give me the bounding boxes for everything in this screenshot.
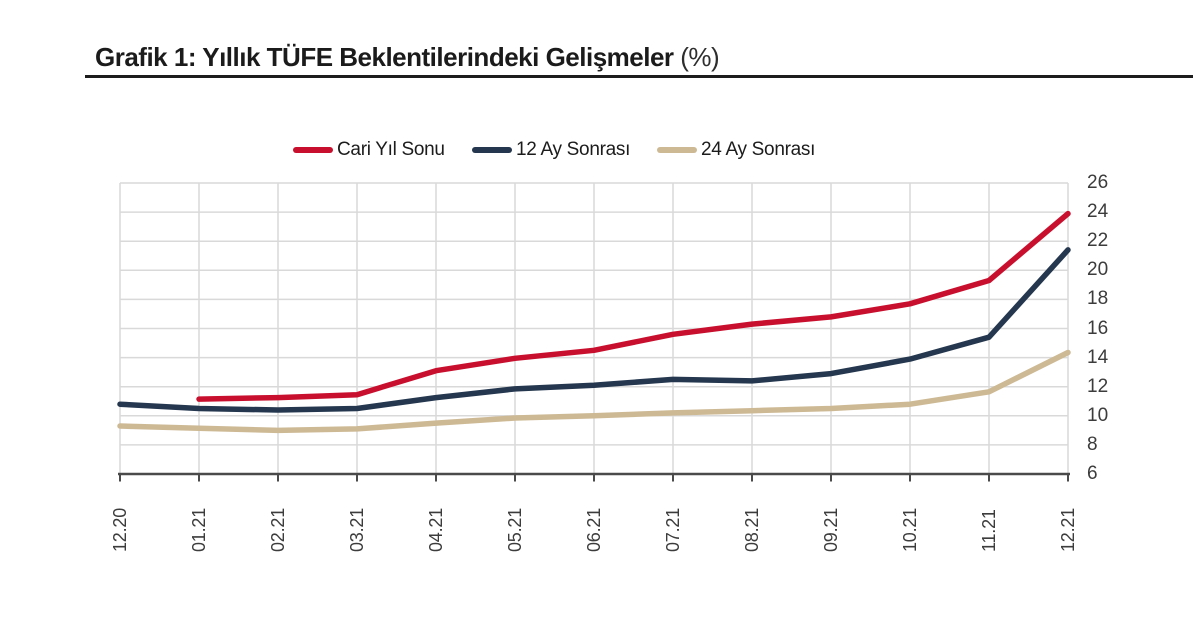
y-tick-label: 18 (1087, 288, 1109, 310)
y-tick-label: 20 (1087, 259, 1109, 281)
series-line-12-ay-sonras- (117, 247, 1071, 413)
y-tick-label: 22 (1087, 230, 1109, 252)
y-tick-label: 14 (1087, 346, 1109, 368)
x-tick-label: 08.21 (742, 507, 762, 552)
x-tick-label: 06.21 (584, 507, 604, 552)
x-tick-label: 04.21 (426, 507, 446, 552)
x-tick-label: 05.21 (505, 507, 525, 552)
x-tick-label: 11.21 (979, 509, 999, 552)
x-tick-label: 03.21 (347, 507, 367, 552)
legend-label: 12 Ay Sonrası (516, 139, 631, 160)
chart-title-suffix: (%) (673, 42, 720, 72)
x-tick-label: 09.21 (821, 507, 841, 552)
series-line-24-ay-sonras- (117, 349, 1071, 434)
y-tick-label: 16 (1087, 317, 1109, 339)
legend-label: 24 Ay Sonrası (701, 139, 816, 160)
y-tick-label: 6 (1087, 463, 1098, 484)
y-tick-label: 8 (1087, 433, 1098, 455)
legend-label: Cari Yıl Sonu (337, 139, 445, 160)
y-tick-label: 12 (1087, 375, 1109, 397)
x-tick-label: 07.21 (663, 507, 683, 552)
legend-swatch (472, 147, 512, 153)
series-line-cari-y-l-sonu (196, 210, 1071, 402)
y-tick-label: 26 (1087, 172, 1109, 193)
x-tick-label: 01.21 (189, 507, 209, 552)
chart-title: Grafik 1: Yıllık TÜFE Beklentilerindeki … (95, 42, 720, 73)
legend-swatch (657, 147, 697, 153)
x-tick-label: 12.20 (110, 507, 130, 552)
x-tick-label: 12.21 (1058, 507, 1078, 552)
x-tick-label: 02.21 (268, 507, 288, 552)
y-tick-label: 10 (1087, 404, 1109, 426)
chart-title-text: Grafik 1: Yıllık TÜFE Beklentilerindeki … (95, 42, 674, 72)
x-tick-label: 10.21 (900, 507, 920, 552)
legend-swatch (293, 147, 333, 153)
title-underline (85, 75, 1193, 78)
y-tick-label: 24 (1087, 201, 1109, 223)
